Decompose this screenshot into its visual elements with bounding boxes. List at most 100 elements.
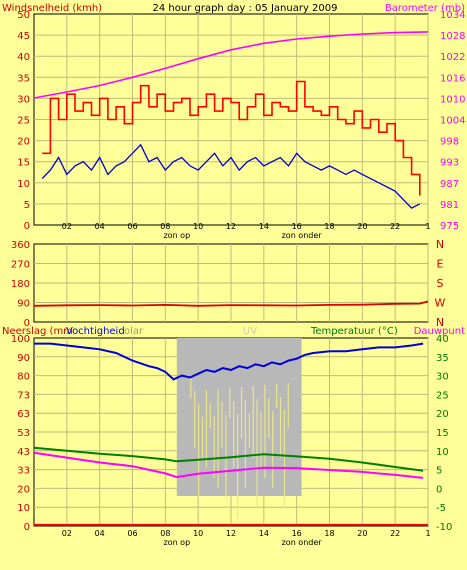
temperature-tick-label: 20 xyxy=(436,409,449,420)
wind-direction-line xyxy=(33,300,429,307)
dewpoint-axis-label: Dauwpunt xyxy=(414,326,465,337)
humidity-tick-label: 33 xyxy=(17,466,30,477)
direction-tick-label: 180 xyxy=(11,279,30,290)
x-tick-label: 06 xyxy=(127,529,137,538)
x-tick-label: 12 xyxy=(226,222,236,231)
sun-annotation: zon op xyxy=(163,538,190,547)
humidity-tick-label: 0 xyxy=(24,522,30,533)
temperature-tick-label: -10 xyxy=(436,522,452,533)
wind-tick-label: 20 xyxy=(17,137,30,148)
uv-legend-label: UV xyxy=(243,326,257,337)
barometer-axis-label: Barometer (mb) xyxy=(385,3,465,14)
wind-tick-label: 10 xyxy=(17,179,30,190)
humidity-tick-label: 90 xyxy=(17,353,30,364)
barometer-tick-label: 981 xyxy=(440,200,459,211)
humidity-tick-label: 20 xyxy=(17,484,30,495)
x-tick-label: 02 xyxy=(62,529,72,538)
chart-title: 24 hour graph day : 05 January 2009 xyxy=(153,3,338,14)
wind-tick-label: 45 xyxy=(17,31,30,42)
humidity-axis-label: Vochtigheid xyxy=(66,326,125,337)
wind-tick-label: 0 xyxy=(24,221,30,232)
compass-label: N xyxy=(436,316,444,329)
barometer-tick-label: 993 xyxy=(440,158,459,169)
barometer-tick-label: 1034 xyxy=(440,10,465,21)
barometer-line xyxy=(33,31,429,99)
sun-annotation: zon onder xyxy=(282,538,323,547)
humidity-tick-label: 80 xyxy=(17,372,30,383)
x-tick-label: 1 xyxy=(425,222,430,231)
temperature-tick-label: 35 xyxy=(436,353,449,364)
x-tick-label: 18 xyxy=(324,529,334,538)
x-tick-label: 08 xyxy=(160,529,170,538)
temperature-tick-label: 10 xyxy=(436,447,449,458)
direction-tick-label: 90 xyxy=(17,299,30,310)
dewpoint-line xyxy=(33,451,424,479)
x-tick-label: 22 xyxy=(390,529,400,538)
temperature-tick-label: 30 xyxy=(436,372,449,383)
x-tick-label: 04 xyxy=(95,222,105,231)
wind-tick-label: 15 xyxy=(17,158,30,169)
sun-annotation: zon op xyxy=(163,231,190,240)
wind-avg-line xyxy=(41,143,421,209)
wind-tick-label: 30 xyxy=(17,94,30,105)
wind-max-line xyxy=(42,80,421,196)
humidity-tick-label: 73 xyxy=(17,390,30,401)
temperature-tick-label: 40 xyxy=(436,334,449,345)
compass-label: E xyxy=(437,258,444,271)
barometer-tick-label: 975 xyxy=(440,221,459,232)
barometer-tick-label: 1016 xyxy=(440,73,465,84)
wind-tick-label: 40 xyxy=(17,52,30,63)
barometer-tick-label: 987 xyxy=(440,179,459,190)
x-tick-label: 10 xyxy=(193,529,203,538)
temperature-tick-label: 5 xyxy=(436,466,442,477)
direction-tick-label: 0 xyxy=(24,318,30,329)
sun-annotation: zon onder xyxy=(282,231,323,240)
direction-tick-label: 270 xyxy=(11,260,30,271)
x-tick-label: 04 xyxy=(95,529,105,538)
temperature-line xyxy=(33,446,424,472)
x-tick-label: 14 xyxy=(259,529,269,538)
x-tick-label: 16 xyxy=(292,529,302,538)
humidity-tick-label: 53 xyxy=(17,428,30,439)
wind-tick-label: 25 xyxy=(17,116,30,127)
barometer-tick-label: 1010 xyxy=(440,94,465,105)
temperature-tick-label: 25 xyxy=(436,390,449,401)
x-tick-label: 08 xyxy=(160,222,170,231)
rain-axis-label: Neerslag (mm xyxy=(2,326,73,337)
compass-label: N xyxy=(436,238,444,251)
x-tick-label: 20 xyxy=(357,529,367,538)
temperature-tick-label: 15 xyxy=(436,428,449,439)
wind-axis-label: Windsnelheid (kmh) xyxy=(2,3,102,14)
humidity-tick-label: 43 xyxy=(17,447,30,458)
temperature-tick-label: 0 xyxy=(436,484,442,495)
solar-legend-label: olar xyxy=(124,326,144,337)
barometer-tick-label: 998 xyxy=(440,137,459,148)
compass-label: S xyxy=(437,277,444,290)
barometer-tick-label: 1004 xyxy=(440,116,465,127)
x-tick-label: 02 xyxy=(62,222,72,231)
humidity-tick-label: 100 xyxy=(11,334,30,345)
humidity-tick-label: 10 xyxy=(17,503,30,514)
wind-tick-label: 35 xyxy=(17,73,30,84)
temperature-axis-label: Temperatuur (°C) xyxy=(310,326,398,337)
direction-tick-label: 360 xyxy=(11,240,30,251)
x-tick-label: 06 xyxy=(127,222,137,231)
wind-tick-label: 5 xyxy=(24,200,30,211)
humidity-tick-label: 63 xyxy=(17,409,30,420)
wind-tick-label: 50 xyxy=(17,10,30,21)
x-tick-label: 18 xyxy=(324,222,334,231)
x-tick-label: 20 xyxy=(357,222,367,231)
x-tick-label: 1 xyxy=(425,529,430,538)
barometer-tick-label: 1022 xyxy=(440,52,465,63)
humidity-line xyxy=(34,342,424,381)
temperature-tick-label: -5 xyxy=(436,503,446,514)
x-tick-label: 14 xyxy=(259,222,269,231)
barometer-tick-label: 1028 xyxy=(440,31,465,42)
x-tick-label: 16 xyxy=(292,222,302,231)
solar-radiation-area xyxy=(176,338,302,496)
x-tick-label: 12 xyxy=(226,529,236,538)
x-tick-label: 10 xyxy=(193,222,203,231)
x-tick-label: 22 xyxy=(390,222,400,231)
